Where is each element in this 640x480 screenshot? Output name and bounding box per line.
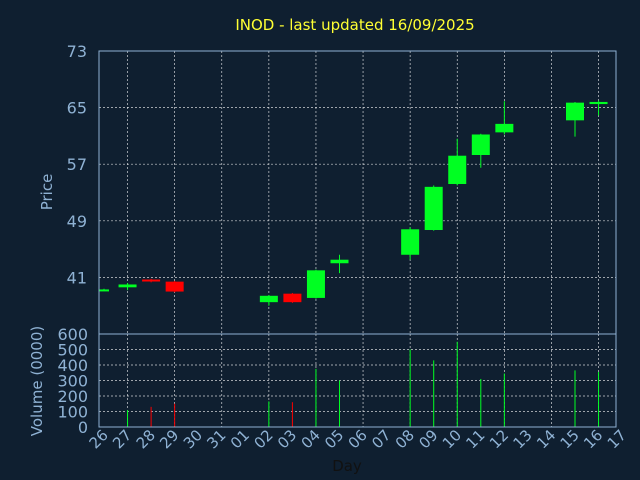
candle-body [424,186,443,230]
candle-body [448,155,467,185]
x-axis-ticks: 2627282930310102030405060708091011121314… [86,426,630,452]
candle-body [306,270,325,298]
volume-tick-label: 100 [57,403,88,422]
volume-tick-label: 300 [57,372,88,391]
candle-body [589,101,608,105]
volume-bars [127,341,600,427]
candle-body [401,229,420,255]
volume-axis-label: Volume (0000) [28,326,46,436]
candle-body [259,295,278,303]
candles [99,100,608,306]
volume-panel-frame [98,333,617,428]
candle-body [283,293,302,303]
price-tick-label: 57 [67,155,87,174]
price-tick-label: 65 [67,99,87,118]
candle-body [471,134,490,156]
volume-tick-label: 500 [57,341,88,360]
price-grid [99,51,616,334]
candle-body [142,279,161,282]
chart-title: INOD - last updated 16/09/2025 [235,16,474,34]
price-tick-label: 49 [67,212,87,231]
volume-tick-label: 200 [57,387,88,406]
candle-body [330,259,349,264]
candle-body [118,284,137,288]
price-panel: 73 65 57 49 41 [67,42,617,335]
candle-body [495,123,514,133]
x-axis-label: Day [332,457,362,475]
price-tick-label: 41 [67,268,87,287]
volume-tick-label: 600 [57,325,88,344]
price-tick-label: 73 [67,42,87,61]
price-axis-ticks: 73 65 57 49 41 [67,42,87,287]
candle-body [566,102,584,121]
price-axis-label: Price [38,174,56,211]
candle-body [99,289,109,292]
volume-tick-label: 400 [57,356,88,375]
candle-body [165,281,184,292]
volume-tick-label: 0 [78,418,88,437]
